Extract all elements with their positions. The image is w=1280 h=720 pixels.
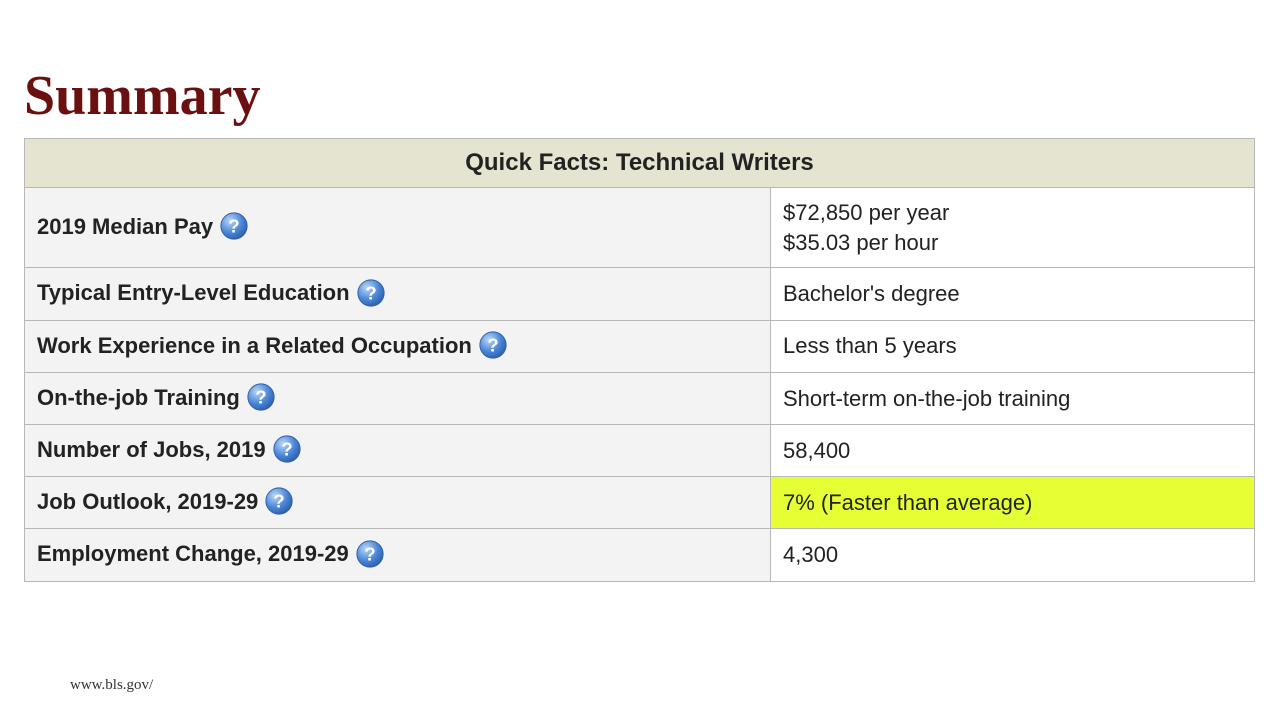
help-icon[interactable]: ? — [264, 486, 294, 516]
row-label-text: Job Outlook, 2019-29 — [37, 489, 258, 514]
row-value: Short-term on-the-job training — [771, 372, 1255, 424]
row-label: Employment Change, 2019-29? — [25, 529, 771, 581]
row-label-text: Number of Jobs, 2019 — [37, 437, 266, 462]
table-row: 2019 Median Pay?$72,850 per year$35.03 p… — [25, 188, 1255, 268]
row-label: 2019 Median Pay? — [25, 188, 771, 268]
help-icon[interactable]: ? — [246, 382, 276, 412]
help-icon[interactable]: ? — [219, 211, 249, 241]
help-icon[interactable]: ? — [478, 330, 508, 360]
table-row: Employment Change, 2019-29?4,300 — [25, 529, 1255, 581]
help-icon[interactable]: ? — [356, 278, 386, 308]
table-row: Number of Jobs, 2019?58,400 — [25, 424, 1255, 476]
page-title: Summary — [24, 64, 1256, 128]
svg-text:?: ? — [365, 282, 376, 303]
row-label: Number of Jobs, 2019? — [25, 424, 771, 476]
footer-source: www.bls.gov/ — [70, 677, 153, 694]
row-label: Work Experience in a Related Occupation? — [25, 320, 771, 372]
row-value: Bachelor's degree — [771, 268, 1255, 320]
row-label: On-the-job Training? — [25, 372, 771, 424]
row-label-text: On-the-job Training — [37, 385, 240, 410]
row-label: Job Outlook, 2019-29? — [25, 477, 771, 529]
help-icon[interactable]: ? — [355, 539, 385, 569]
row-label: Typical Entry-Level Education? — [25, 268, 771, 320]
row-label-text: 2019 Median Pay — [37, 214, 213, 239]
svg-text:?: ? — [487, 334, 498, 355]
table-row: Job Outlook, 2019-29?7% (Faster than ave… — [25, 477, 1255, 529]
table-row: Typical Entry-Level Education?Bachelor's… — [25, 268, 1255, 320]
svg-text:?: ? — [274, 491, 285, 512]
row-label-text: Typical Entry-Level Education — [37, 280, 350, 305]
row-value: 4,300 — [771, 529, 1255, 581]
svg-text:?: ? — [364, 543, 375, 564]
table-header: Quick Facts: Technical Writers — [25, 139, 1255, 188]
svg-text:?: ? — [255, 387, 266, 408]
row-value: 7% (Faster than average) — [771, 477, 1255, 529]
row-label-text: Employment Change, 2019-29 — [37, 541, 349, 566]
svg-text:?: ? — [228, 216, 239, 237]
table-row: Work Experience in a Related Occupation?… — [25, 320, 1255, 372]
table-row: On-the-job Training?Short-term on-the-jo… — [25, 372, 1255, 424]
help-icon[interactable]: ? — [272, 434, 302, 464]
row-value: 58,400 — [771, 424, 1255, 476]
row-value: Less than 5 years — [771, 320, 1255, 372]
row-label-text: Work Experience in a Related Occupation — [37, 333, 472, 358]
svg-text:?: ? — [281, 439, 292, 460]
quick-facts-table: Quick Facts: Technical Writers 2019 Medi… — [24, 138, 1255, 582]
row-value: $72,850 per year$35.03 per hour — [771, 188, 1255, 268]
